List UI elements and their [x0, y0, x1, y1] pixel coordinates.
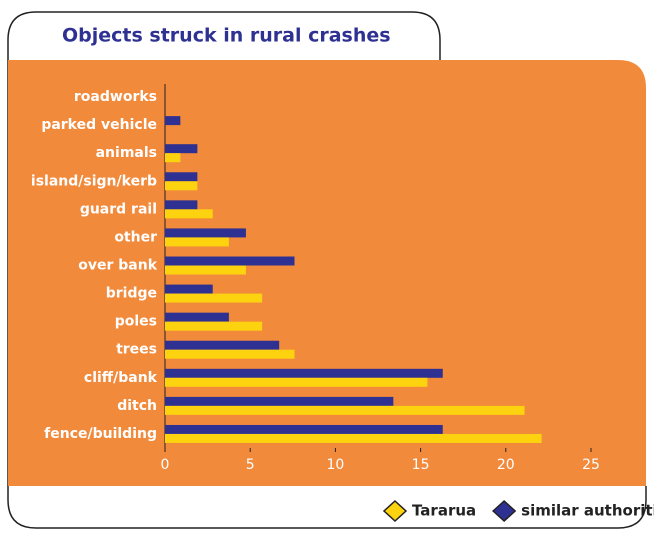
y-tick-label: other — [114, 229, 157, 245]
bar — [165, 424, 443, 434]
y-tick-label: roadworks — [74, 89, 157, 105]
x-tick-label: 15 — [412, 457, 430, 473]
legend-label: Tararua — [412, 502, 476, 520]
bar — [165, 433, 542, 443]
y-tick-label: cliff/bank — [84, 370, 158, 386]
x-tick-label: 25 — [582, 457, 600, 473]
x-tick-label: 0 — [161, 457, 170, 473]
bar — [165, 312, 229, 322]
y-tick-label: ditch — [117, 398, 157, 414]
chart-title: Objects struck in rural crashes — [62, 25, 391, 47]
bar — [165, 321, 263, 331]
bar — [165, 377, 428, 387]
y-tick-label: island/sign/kerb — [31, 173, 157, 189]
legend-marker — [492, 499, 517, 523]
bar — [165, 181, 198, 191]
bar — [165, 265, 246, 275]
bar — [165, 405, 525, 415]
bar — [165, 209, 213, 219]
bar — [165, 293, 263, 303]
y-tick-label: guard rail — [80, 201, 157, 217]
bar — [165, 349, 295, 359]
bar — [165, 172, 198, 182]
y-tick-label: bridge — [106, 286, 157, 302]
title-tab — [7, 11, 441, 486]
y-tick-label: fence/building — [44, 426, 157, 442]
bar — [165, 368, 443, 378]
y-tick-label: animals — [96, 145, 157, 161]
y-tick-label: poles — [115, 314, 157, 330]
bar — [165, 116, 181, 126]
bar — [165, 228, 246, 238]
x-tick-label: 20 — [497, 457, 515, 473]
legend-label: similar authorities — [521, 502, 654, 520]
bar — [165, 200, 198, 210]
x-tick-label: 5 — [246, 457, 255, 473]
bar — [165, 153, 181, 163]
bar — [165, 144, 198, 154]
legend-marker — [382, 499, 408, 523]
y-tick-label: parked vehicle — [41, 117, 157, 133]
bar — [165, 284, 213, 294]
bar — [165, 396, 394, 406]
y-tick-label: trees — [116, 342, 157, 358]
bar — [165, 256, 295, 266]
bar — [165, 340, 280, 350]
frame-bottom — [7, 486, 647, 529]
y-tick-label: over bank — [78, 258, 157, 274]
x-tick-label: 10 — [326, 457, 344, 473]
bar — [165, 237, 229, 247]
